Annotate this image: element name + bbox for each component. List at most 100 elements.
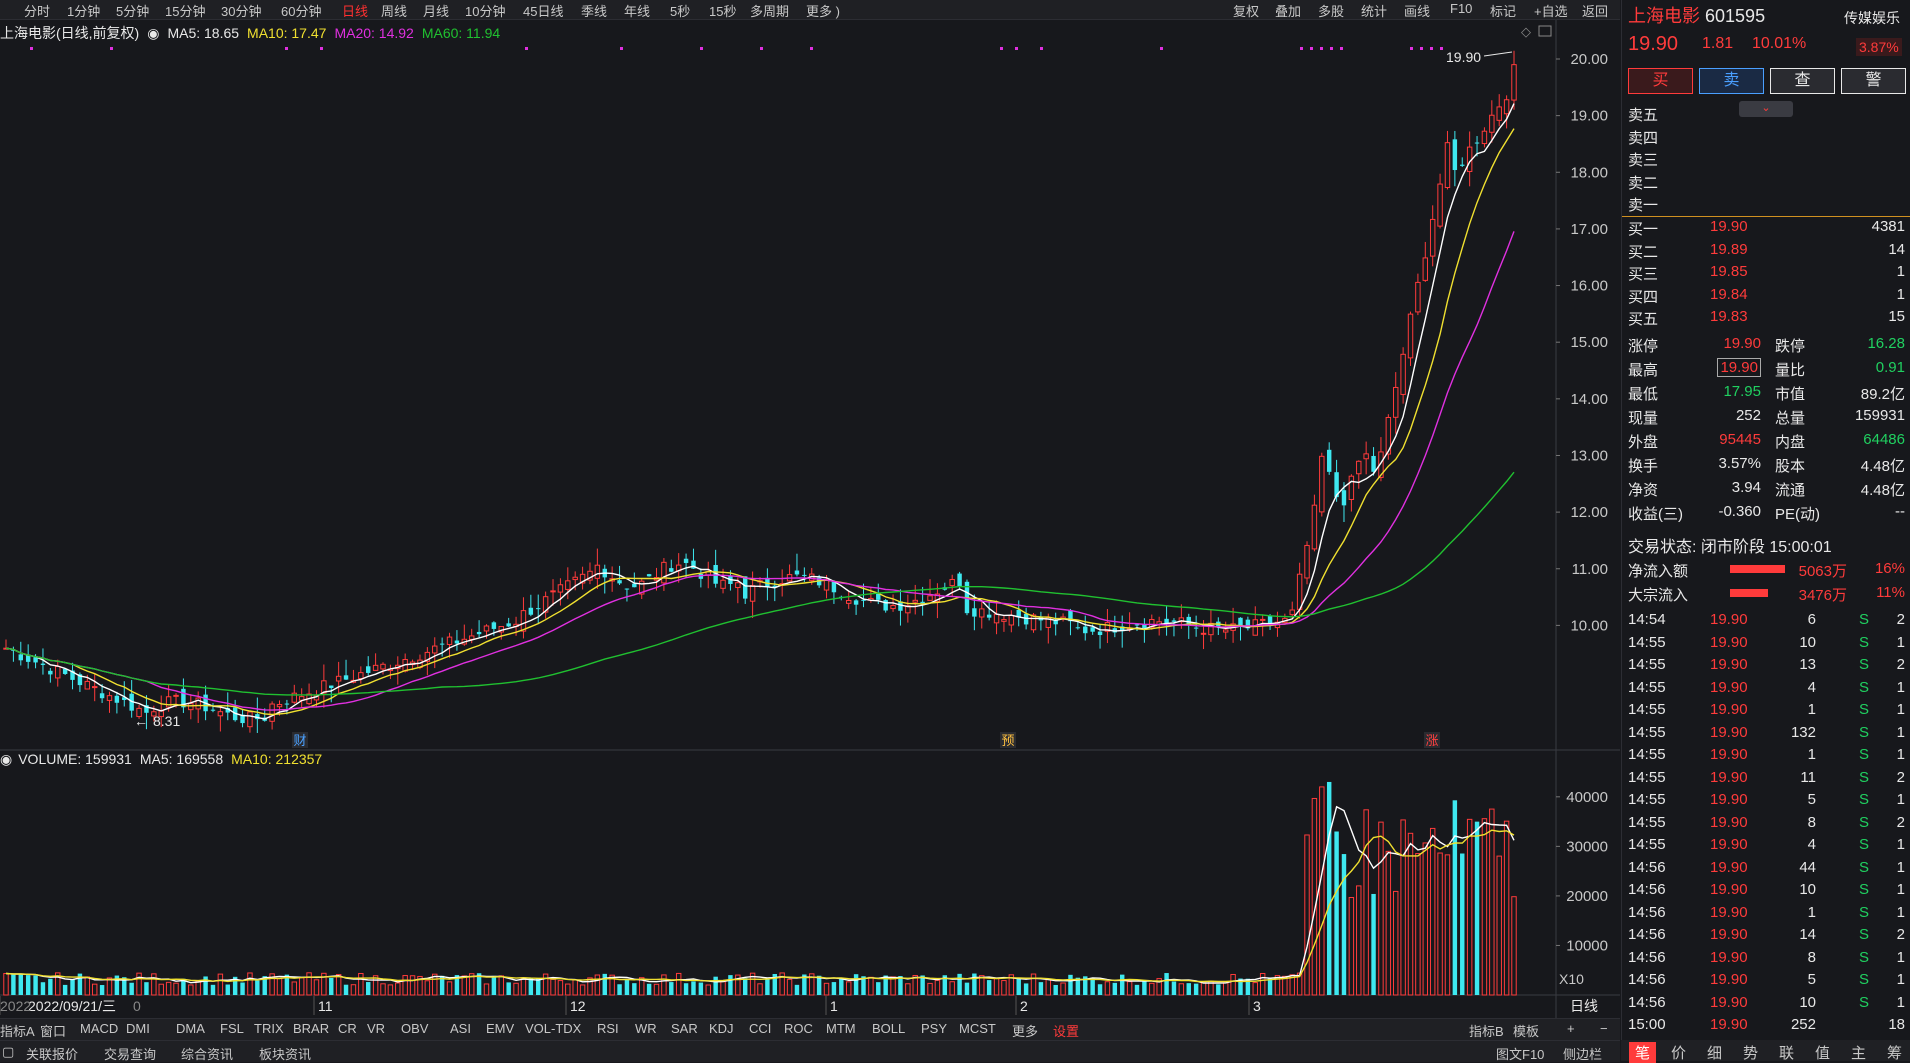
event-marker-bg[interactable] (1424, 732, 1440, 748)
candle-body (1267, 615, 1273, 625)
indicator-20[interactable]: MTM (826, 1021, 856, 1036)
indicator-12[interactable]: EMV (486, 1021, 515, 1036)
detail-tab-6[interactable]: 主 (1851, 1045, 1867, 1062)
volume-bar (772, 974, 778, 995)
indicator-5[interactable]: FSL (220, 1021, 244, 1036)
period-4[interactable]: 30分钟 (221, 4, 262, 19)
toolbar-right-5[interactable]: F10 (1450, 1, 1473, 16)
tick-row: 15:00 19.90 252 18 (1622, 1014, 1910, 1036)
event-marker-bg[interactable] (1000, 732, 1016, 748)
indicator-right-2[interactable]: + (1567, 1021, 1575, 1036)
indicator-0[interactable]: 指标A (0, 1024, 35, 1039)
indicator-4[interactable]: DMA (176, 1021, 205, 1036)
indicator-right-3[interactable]: − (1600, 1021, 1608, 1036)
indicator-right-1[interactable]: 模板 (1513, 1024, 1540, 1039)
sector-name[interactable]: 传媒娱乐 (1844, 10, 1900, 26)
period-16[interactable]: 更多 ) (806, 4, 840, 19)
event-marker[interactable]: 财 (293, 733, 306, 748)
indicator-2[interactable]: MACD (80, 1021, 119, 1036)
price-tick-label: 15.00 (1570, 334, 1608, 351)
period-5[interactable]: 60分钟 (281, 4, 322, 19)
sell-button[interactable]: 卖 (1699, 68, 1764, 94)
period-0[interactable]: 分时 (24, 4, 51, 19)
indicator-22[interactable]: PSY (921, 1021, 948, 1036)
bid-volume: 15 (1888, 308, 1905, 325)
volume-bar (786, 978, 793, 996)
tick-price: 19.90 (1710, 723, 1748, 741)
indicator-17[interactable]: KDJ (709, 1021, 734, 1036)
indicator-25[interactable]: 设置 (1053, 1024, 1080, 1039)
query-button[interactable]: 查 (1770, 68, 1835, 94)
indicator-1[interactable]: 窗口 (40, 1024, 67, 1039)
detail-tab-7[interactable]: 筹 (1887, 1045, 1903, 1062)
period-10[interactable]: 45日线 (523, 4, 564, 19)
indicator-15[interactable]: WR (635, 1021, 657, 1036)
indicator-10[interactable]: OBV (401, 1021, 429, 1036)
period-1[interactable]: 1分钟 (67, 4, 101, 19)
status-item-2[interactable]: 综合资讯 (181, 1047, 234, 1062)
event-marker[interactable]: 涨 (1425, 733, 1438, 748)
toolbar-right-8[interactable]: 返回 (1582, 4, 1609, 19)
detail-tab-1[interactable]: 价 (1671, 1045, 1687, 1062)
indicator-13[interactable]: VOL-TDX (525, 1021, 582, 1036)
ma20-value: MA20: 14.92 (334, 25, 414, 41)
status-item-3[interactable]: 板块资讯 (259, 1047, 312, 1062)
status-right-1[interactable]: 侧边栏 (1563, 1047, 1603, 1062)
indicator-23[interactable]: MCST (959, 1021, 996, 1036)
detail-tab-5[interactable]: 值 (1815, 1045, 1831, 1062)
status-item-1[interactable]: 交易查询 (104, 1047, 157, 1062)
indicator-right-0[interactable]: 指标B (1469, 1024, 1504, 1039)
period-12[interactable]: 年线 (624, 4, 651, 19)
buy-button[interactable]: 买 (1628, 68, 1693, 94)
toolbar-right-6[interactable]: 标记 (1490, 4, 1517, 19)
period-6[interactable]: 日线 (342, 4, 369, 19)
toolbar-right-0[interactable]: 复权 (1233, 4, 1260, 19)
event-marker-bg[interactable] (292, 732, 308, 748)
indicator-6[interactable]: TRIX (254, 1021, 284, 1036)
period-14[interactable]: 15秒 (709, 4, 737, 19)
period-3[interactable]: 15分钟 (165, 4, 206, 19)
alert-button[interactable]: 警 (1841, 68, 1906, 94)
volume-bar (1511, 896, 1517, 996)
indicator-8[interactable]: CR (338, 1021, 357, 1036)
detail-tab-4[interactable]: 联 (1779, 1045, 1795, 1062)
diamond-icon[interactable]: ◇ (1521, 24, 1531, 39)
indicator-21[interactable]: BOLL (872, 1021, 906, 1036)
volume-scale-label: X10 (1559, 971, 1584, 987)
indicator-18[interactable]: CCI (749, 1021, 772, 1036)
toolbar-right-2[interactable]: 多股 (1318, 4, 1345, 19)
indicator-16[interactable]: SAR (671, 1021, 698, 1036)
toolbar-right-7[interactable]: +自选 (1534, 4, 1568, 19)
candle-body (1252, 619, 1258, 636)
status-square-icon[interactable]: ▢ (2, 1044, 15, 1059)
indicator-3[interactable]: DMI (126, 1021, 150, 1036)
indicator-14[interactable]: RSI (597, 1021, 619, 1036)
kline-chart-area[interactable]: 20.00 19.00 18.00 17.00 16.00 15.00 14.00 13.00… (0, 20, 1620, 1018)
indicator-24[interactable]: 更多 (1012, 1024, 1039, 1039)
tick-volume: 10 (1799, 993, 1816, 1011)
period-11[interactable]: 季线 (581, 4, 608, 19)
period-9[interactable]: 10分钟 (465, 4, 506, 19)
period-2[interactable]: 5分钟 (116, 4, 150, 19)
period-13[interactable]: 5秒 (670, 4, 691, 19)
detail-tab-0[interactable]: 笔 (1629, 1042, 1657, 1063)
toolbar-right-3[interactable]: 统计 (1361, 4, 1388, 19)
detail-tab-2[interactable]: 细 (1707, 1045, 1723, 1062)
kline-svg[interactable]: 20.00 19.00 18.00 17.00 16.00 15.00 14.00 13.00… (0, 20, 1620, 1018)
indicator-19[interactable]: ROC (784, 1021, 813, 1036)
stat-value: 3.57% (1718, 455, 1761, 472)
event-marker[interactable]: 预 (1001, 733, 1014, 748)
indicator-11[interactable]: ASI (450, 1021, 471, 1036)
expand-chevron-icon[interactable]: ⌄ (1739, 101, 1793, 117)
toolbar-right-4[interactable]: 画线 (1404, 4, 1431, 19)
detail-tab-3[interactable]: 势 (1743, 1045, 1759, 1062)
toolbar-right-1[interactable]: 叠加 (1275, 4, 1302, 19)
status-right-0[interactable]: 图文F10 (1496, 1047, 1545, 1062)
period-7[interactable]: 周线 (381, 4, 408, 19)
period-15[interactable]: 多周期 (750, 4, 790, 19)
indicator-9[interactable]: VR (367, 1021, 386, 1036)
period-8[interactable]: 月线 (423, 4, 450, 19)
window-icon[interactable] (1538, 25, 1552, 37)
status-item-0[interactable]: 关联报价 (26, 1047, 79, 1062)
indicator-7[interactable]: BRAR (293, 1021, 330, 1036)
